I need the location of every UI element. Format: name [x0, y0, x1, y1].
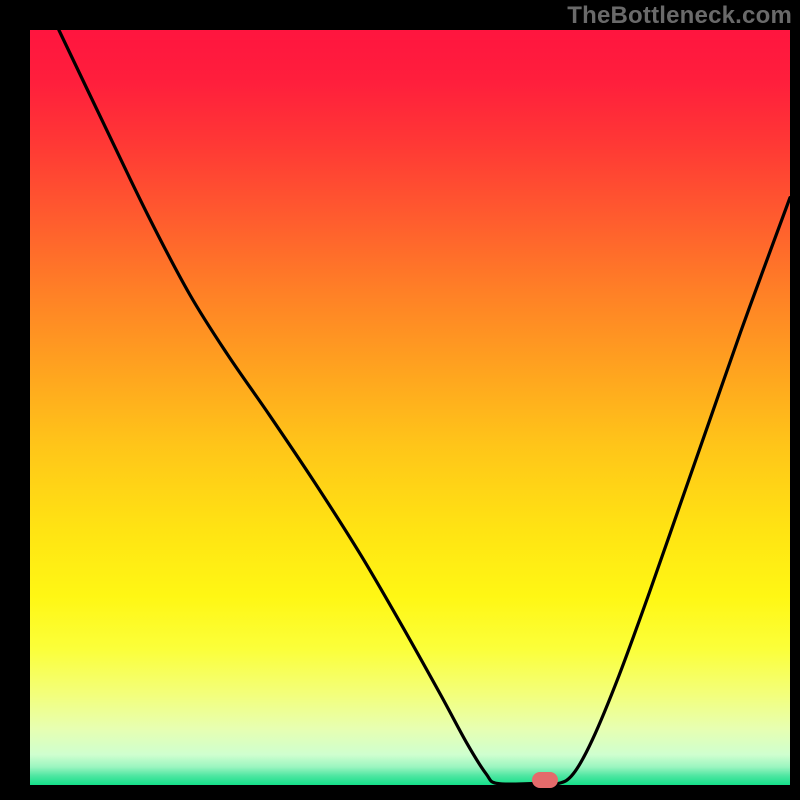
optimal-marker — [532, 772, 558, 788]
bottleneck-curve — [59, 30, 790, 784]
chart-frame: TheBottleneck.com — [0, 0, 800, 800]
watermark-text: TheBottleneck.com — [567, 2, 792, 30]
plot-area — [30, 30, 790, 785]
curve-svg — [30, 30, 790, 785]
